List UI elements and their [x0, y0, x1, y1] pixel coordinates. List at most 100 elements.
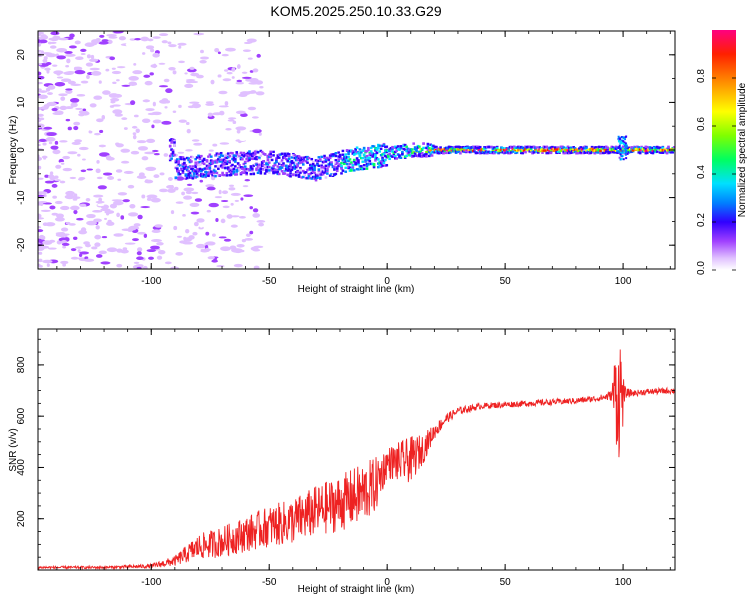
- spectrogram-cell: [299, 171, 302, 174]
- spectrogram-noise-cell: [49, 205, 56, 210]
- spectrogram-cell: [323, 154, 326, 158]
- spectrogram-cell: [320, 164, 323, 167]
- snr-series-line: [38, 349, 675, 570]
- spectrogram-cell: [268, 171, 271, 174]
- spectrogram-cell: [611, 148, 615, 151]
- spectrogram-noise-cell: [172, 110, 177, 113]
- spectrogram-cell: [324, 169, 328, 173]
- spectrogram-noise-cell: [38, 213, 42, 219]
- spectrogram-noise-cell: [136, 251, 142, 256]
- spectrogram-cell: [360, 166, 363, 170]
- spectrogram-cell: [323, 166, 326, 170]
- spectrogram-cell: [181, 165, 185, 168]
- spectrogram-cell: [347, 152, 350, 155]
- spectrogram-cell: [209, 159, 213, 162]
- spectrogram-cell: [619, 142, 622, 145]
- spectrogram-cell: [596, 147, 600, 151]
- spectrogram-cell: [357, 161, 360, 164]
- spectrogram-noise-cell: [55, 164, 62, 169]
- spectrogram-cell: [277, 172, 281, 176]
- spectrogram-noise-cell: [98, 197, 103, 202]
- spectrogram-cell: [595, 146, 598, 149]
- spectrogram-noise-cell: [218, 189, 222, 195]
- spectrogram-noise-cell: [38, 59, 43, 63]
- spectrogram-cell: [190, 176, 193, 180]
- spectrogram-cell: [286, 169, 290, 172]
- spectrogram-noise-cell: [179, 240, 188, 244]
- spectrogram-noise-cell: [219, 142, 230, 145]
- spectrogram-cell: [558, 150, 561, 153]
- spectrogram-cell: [345, 159, 349, 162]
- spectrogram-cell: [280, 165, 284, 168]
- spectrogram-noise-cell: [251, 116, 259, 119]
- spectrogram-cell: [198, 157, 202, 160]
- spectrogram-cell: [299, 156, 302, 159]
- spectrogram-cell: [355, 159, 359, 162]
- spectrogram-cell: [283, 154, 287, 158]
- spectrogram-cell: [466, 148, 469, 151]
- spectrogram-cell: [439, 146, 442, 149]
- spectrogram-noise-cell: [217, 51, 221, 55]
- spectrogram-cell: [469, 147, 472, 150]
- spectrogram-cell: [607, 151, 611, 155]
- spectrogram-cell: [168, 157, 172, 160]
- spectrogram-cell: [343, 162, 346, 166]
- spectrogram-cell: [511, 150, 515, 153]
- spectrogram-cell: [234, 154, 237, 157]
- spectrogram-cell: [613, 151, 617, 154]
- spectrogram-noise-cell: [204, 247, 211, 252]
- spectrogram-cell: [290, 156, 294, 159]
- spectrogram-cell: [477, 146, 481, 150]
- spectrogram-cell: [403, 143, 407, 147]
- spectrogram-noise-cell: [196, 74, 204, 79]
- spectrogram-cell: [495, 146, 499, 150]
- spectrogram-cell: [432, 151, 435, 154]
- spectrogram-cell: [239, 156, 243, 160]
- spectrogram-cell: [450, 148, 454, 152]
- spectrogram-cell: [201, 161, 205, 164]
- spectrogram-cell: [483, 148, 486, 152]
- spectrogram-cell: [614, 145, 618, 149]
- spectrogram-cell: [573, 150, 577, 154]
- spectrogram-cell: [658, 151, 662, 154]
- spectrogram-cell: [500, 148, 503, 152]
- spectrogram-noise-cell: [121, 228, 132, 232]
- spectrogram-cell: [391, 145, 394, 149]
- spectrogram-noise-cell: [89, 67, 100, 71]
- spectrogram-cell: [559, 149, 563, 153]
- spectrogram-cell: [354, 149, 357, 152]
- spectrogram-cell: [587, 148, 591, 152]
- spectrogram-noise-cell: [236, 79, 243, 83]
- spectrogram-cell: [171, 149, 175, 152]
- spectrogram-cell: [181, 163, 185, 166]
- spectrogram-noise-cell: [191, 191, 199, 195]
- spectrogram-cell: [362, 148, 366, 151]
- spectrogram-noise-cell: [97, 203, 105, 207]
- spectrogram-cell: [333, 165, 336, 168]
- spectrogram-cell: [643, 146, 646, 150]
- spectrogram-cell: [483, 151, 486, 155]
- spectrogram-noise-cell: [183, 236, 187, 241]
- spectrogram-noise-cell: [43, 126, 53, 130]
- spectrogram-cell: [333, 153, 336, 156]
- spectrogram-noise-cell: [118, 36, 126, 41]
- spectrogram-cell: [316, 162, 319, 165]
- spectrogram-cell: [262, 152, 265, 155]
- spectrogram-cell: [194, 170, 197, 173]
- spectrogram-cell: [528, 150, 532, 153]
- spectrogram-cell: [177, 169, 181, 173]
- spectrogram-noise-cell: [222, 205, 230, 209]
- spectrogram-noise-cell: [141, 194, 146, 199]
- spectrogram-noise-cell: [243, 41, 252, 45]
- spectrogram-cell: [357, 159, 360, 162]
- spectrogram-noise-cell: [40, 209, 51, 212]
- spectrogram-cell: [374, 146, 377, 150]
- spectrogram-cell: [631, 149, 635, 152]
- spectrogram-cell: [311, 161, 315, 164]
- spectrogram-cell: [263, 165, 267, 168]
- spectrogram-cell: [640, 148, 643, 151]
- spectrogram-noise-cell: [108, 36, 118, 39]
- spectrogram-cell: [515, 151, 519, 154]
- spectrogram-cell: [310, 166, 314, 170]
- spectrogram-cell: [334, 152, 338, 155]
